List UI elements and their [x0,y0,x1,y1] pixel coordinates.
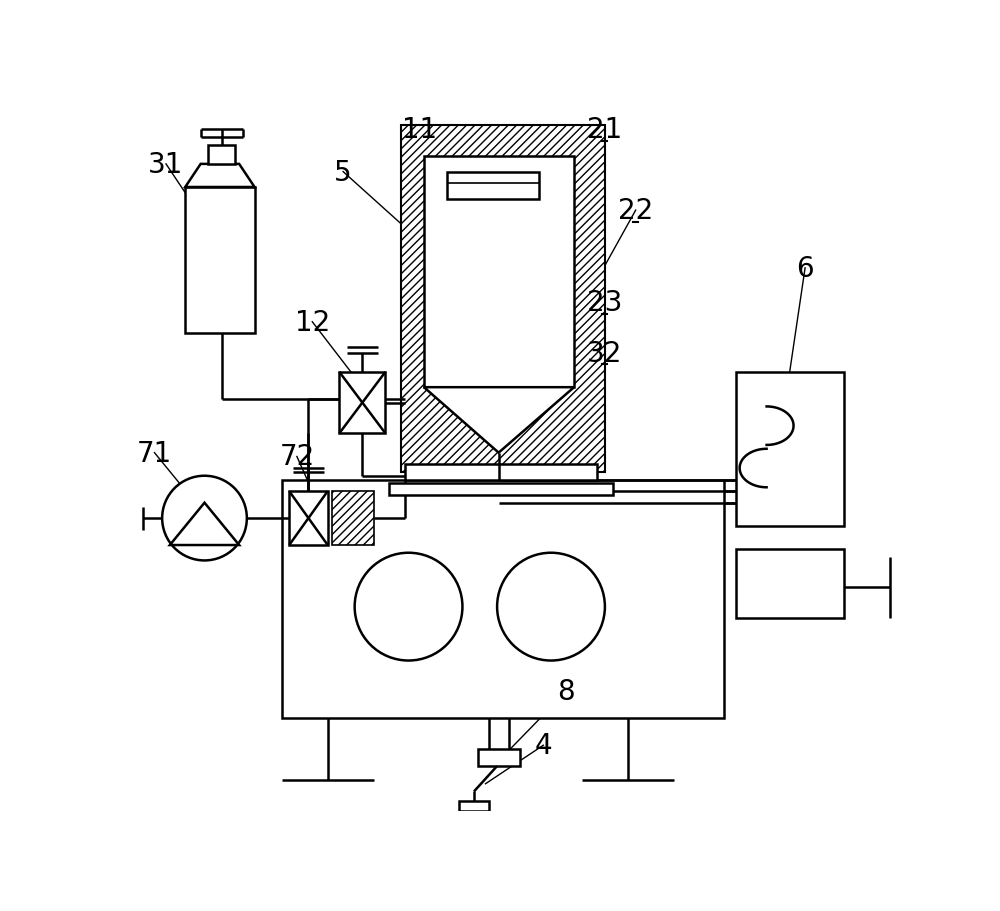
Text: 72: 72 [279,443,315,471]
Polygon shape [424,388,574,453]
Text: 31: 31 [148,150,184,179]
Bar [405,465,597,480]
Bar [736,549,844,619]
Text: 22: 22 [618,197,653,225]
Bar [478,749,520,766]
Bar [332,492,374,546]
Text: 11: 11 [402,116,438,144]
Text: 23: 23 [587,289,623,317]
Text: 12: 12 [295,309,330,336]
Polygon shape [170,503,239,546]
Bar [208,146,235,165]
Bar [447,172,539,200]
Circle shape [355,553,462,660]
Bar [185,188,255,334]
Circle shape [497,553,605,660]
Bar [289,492,328,546]
Bar [282,480,724,719]
Circle shape [162,476,247,561]
Bar [424,157,574,388]
Polygon shape [185,165,255,188]
Bar [401,127,605,473]
Text: 5: 5 [334,159,352,187]
Text: 21: 21 [587,116,623,144]
Bar [736,373,844,527]
Bar [389,484,613,496]
Text: 6: 6 [796,254,814,282]
Bar [459,802,489,811]
Text: 71: 71 [137,439,172,467]
Text: 8: 8 [558,678,575,705]
Text: 32: 32 [587,339,623,367]
Bar [339,373,385,434]
Text: 4: 4 [534,732,552,760]
